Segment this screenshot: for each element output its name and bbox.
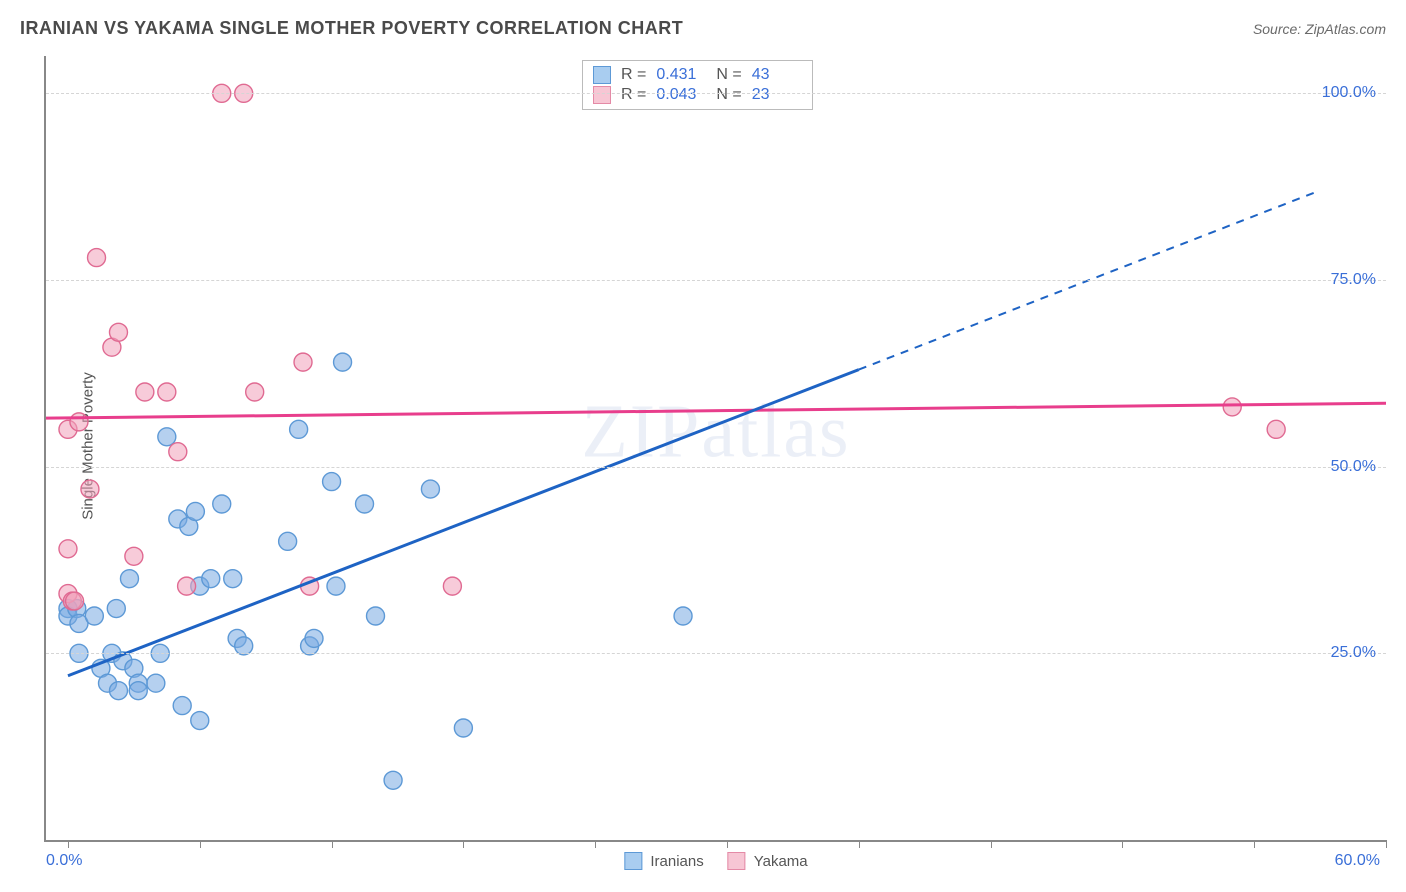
yakama-point (158, 383, 176, 401)
x-tick (332, 840, 333, 848)
yakama-point (70, 413, 88, 431)
iranians-point (334, 353, 352, 371)
x-tick (1386, 840, 1387, 848)
iranians-point (213, 495, 231, 513)
iranians-point (356, 495, 374, 513)
iranians-point (290, 420, 308, 438)
x-tick (1122, 840, 1123, 848)
iranians-point (674, 607, 692, 625)
iranians-point (454, 719, 472, 737)
series-legend-item: Iranians (624, 852, 703, 870)
yakama-point (246, 383, 264, 401)
legend-n-label: N = (716, 66, 741, 84)
yakama-point (66, 592, 84, 610)
plot-svg (46, 56, 1386, 840)
gridline (46, 467, 1386, 468)
series-label: Iranians (650, 853, 703, 870)
series-swatch (624, 852, 642, 870)
yakama-point (59, 540, 77, 558)
iranians-point (367, 607, 385, 625)
legend-row: R = 0.431 N = 43 (593, 65, 802, 85)
iranians-point (129, 682, 147, 700)
iranians-point (173, 697, 191, 715)
iranians-point (305, 629, 323, 647)
iranians-point (109, 682, 127, 700)
chart-title: IRANIAN VS YAKAMA SINGLE MOTHER POVERTY … (20, 18, 683, 39)
yakama-point (294, 353, 312, 371)
yakama-point (1267, 420, 1285, 438)
x-tick (859, 840, 860, 848)
yakama-point (178, 577, 196, 595)
x-tick (991, 840, 992, 848)
legend-row: R = 0.043 N = 23 (593, 85, 802, 105)
yakama-point (136, 383, 154, 401)
series-legend: Iranians Yakama (624, 852, 807, 870)
x-max-label: 60.0% (1335, 852, 1380, 870)
iranians-point (85, 607, 103, 625)
x-tick (727, 840, 728, 848)
iranians-point (191, 712, 209, 730)
legend-n-value: 43 (752, 66, 802, 84)
iranians-point (224, 570, 242, 588)
iranians-point (120, 570, 138, 588)
iranians-point (186, 502, 204, 520)
legend-n-value: 23 (752, 86, 802, 104)
iranians-point (202, 570, 220, 588)
iranians-point (235, 637, 253, 655)
y-tick-label: 100.0% (1322, 84, 1376, 102)
gridline (46, 93, 1386, 94)
source-label: Source: ZipAtlas.com (1253, 21, 1386, 37)
iranians-point (421, 480, 439, 498)
iranians-point (323, 473, 341, 491)
yakama-point (443, 577, 461, 595)
legend-r-value: 0.043 (656, 86, 706, 104)
x-min-label: 0.0% (46, 852, 82, 870)
iranians-point (158, 428, 176, 446)
legend-r-value: 0.431 (656, 66, 706, 84)
y-tick-label: 75.0% (1331, 271, 1376, 289)
iranians-point (384, 771, 402, 789)
yakama-point (88, 249, 106, 267)
yakama-trendline (46, 403, 1386, 418)
yakama-point (81, 480, 99, 498)
gridline (46, 653, 1386, 654)
legend-r-label: R = (621, 86, 646, 104)
series-legend-item: Yakama (728, 852, 808, 870)
legend-swatch (593, 66, 611, 84)
y-tick-label: 50.0% (1331, 458, 1376, 476)
series-swatch (728, 852, 746, 870)
iranians-point (107, 600, 125, 618)
x-tick (595, 840, 596, 848)
x-tick (68, 840, 69, 848)
y-tick-label: 25.0% (1331, 644, 1376, 662)
iranians-point (279, 532, 297, 550)
gridline (46, 280, 1386, 281)
x-tick (200, 840, 201, 848)
series-label: Yakama (754, 853, 808, 870)
x-tick (463, 840, 464, 848)
plot-area: ZIPatlas R =0.431N =43R =0.043N =23 0.0%… (44, 56, 1386, 842)
legend-r-label: R = (621, 66, 646, 84)
x-tick (1254, 840, 1255, 848)
yakama-point (169, 443, 187, 461)
yakama-point (1223, 398, 1241, 416)
legend-swatch (593, 86, 611, 104)
yakama-point (125, 547, 143, 565)
iranians-point (147, 674, 165, 692)
yakama-point (109, 323, 127, 341)
legend-n-label: N = (716, 86, 741, 104)
iranians-point (327, 577, 345, 595)
correlation-legend: R = 0.431 N = 43 R = 0.043 N = 23 (582, 60, 813, 110)
